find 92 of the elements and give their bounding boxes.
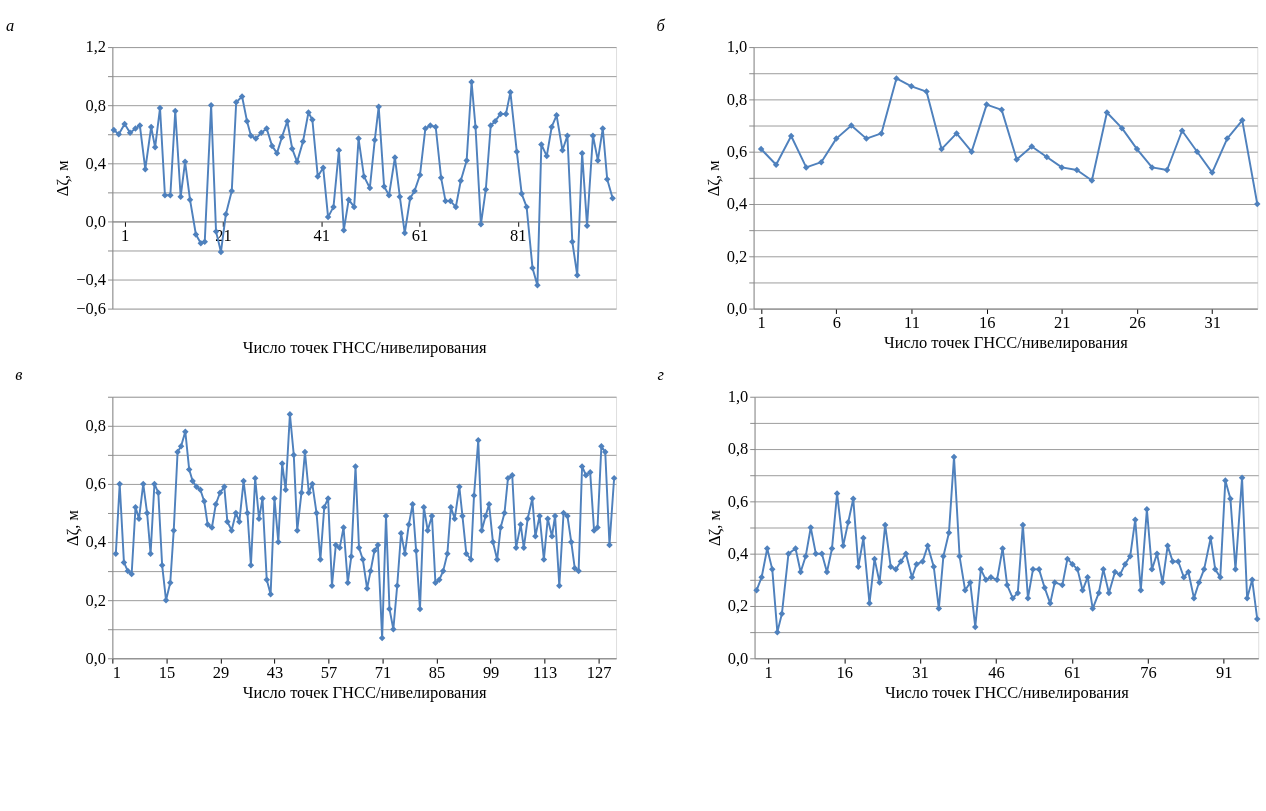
y-tick-label: 0,4: [727, 544, 749, 564]
point: [1118, 124, 1126, 132]
x-tick-label: 1: [121, 226, 130, 246]
y-tick-label: 0,0: [85, 211, 107, 231]
point: [772, 161, 780, 169]
x-tick-label: 1: [764, 663, 773, 683]
point: [1133, 145, 1141, 153]
x-tick-label: 26: [1129, 313, 1146, 333]
y-tick-label: 0,2: [85, 590, 107, 610]
y-tick-label: 0,0: [727, 648, 749, 668]
point: [802, 164, 810, 171]
point: [1163, 166, 1171, 174]
x-tick-label: 99: [482, 663, 500, 683]
x-tick-label: 91: [1216, 663, 1233, 683]
x-tick-label: 21: [1054, 313, 1071, 333]
x-tick-label: 29: [212, 663, 230, 683]
y-tick-label: −0,4: [76, 269, 107, 289]
point: [1043, 153, 1051, 161]
point: [1208, 169, 1216, 176]
x-tick-label: 43: [266, 663, 284, 683]
x-tick-label: 46: [988, 663, 1005, 683]
point: [953, 130, 960, 137]
y-tick-label: 0,8: [85, 95, 107, 115]
chart-title: в: [15, 365, 23, 385]
y-axis-title: Δζ, м: [62, 509, 82, 547]
x-tick-label: 85: [428, 663, 446, 683]
x-tick-label: 127: [586, 663, 612, 683]
x-axis-title: Число точек ГНСС/нивелирования: [242, 337, 488, 357]
y-tick-label: 0,4: [85, 532, 107, 552]
x-tick-label: 15: [158, 663, 176, 683]
y-tick-label: −0,6: [76, 298, 107, 318]
point: [1223, 135, 1231, 142]
x-tick-label: 76: [1140, 663, 1157, 683]
x-axis-title: Число точек ГНСС/нивелирования: [884, 332, 1129, 352]
x-tick-label: 1: [757, 313, 766, 333]
y-tick-label: 0,8: [726, 89, 748, 109]
point: [1178, 127, 1186, 135]
y-tick-label: 0,8: [85, 416, 107, 436]
x-tick-label: 41: [313, 226, 330, 246]
y-tick-label: 1,2: [85, 37, 107, 57]
x-tick-label: 61: [411, 226, 429, 246]
x-tick-label: 61: [1064, 663, 1081, 683]
point: [968, 148, 975, 155]
y-axis-title: Δζ, м: [703, 159, 723, 197]
y-axis-title: Δζ, м: [704, 509, 724, 547]
x-tick-label: 6: [832, 313, 841, 333]
y-tick-label: 0,6: [85, 474, 107, 494]
x-tick-label: 113: [533, 663, 558, 683]
x-axis-title: Число точек ГНСС/нивелирования: [884, 682, 1130, 702]
y-tick-label: 0,4: [85, 153, 107, 173]
y-tick-label: 0,2: [726, 246, 748, 266]
point: [908, 83, 915, 90]
point: [923, 88, 930, 95]
point: [833, 135, 840, 142]
y-tick-label: 0,8: [727, 439, 749, 459]
point: [1193, 148, 1201, 155]
x-tick-label: 16: [978, 313, 996, 333]
x-tick-label: 31: [1204, 313, 1221, 333]
y-tick-label: 1,0: [727, 387, 749, 407]
point: [1073, 166, 1081, 174]
point: [848, 122, 855, 129]
point: [863, 135, 870, 142]
point: [757, 145, 765, 153]
point: [787, 132, 795, 140]
x-tick-label: 71: [374, 663, 392, 683]
y-tick-label: 0,2: [727, 596, 749, 616]
chart-title: г: [657, 365, 665, 385]
chart-title: а: [5, 15, 15, 35]
x-tick-label: 31: [912, 663, 929, 683]
x-tick-label: 16: [836, 663, 853, 683]
point: [1058, 164, 1066, 171]
point: [1013, 156, 1020, 163]
x-tick-label: 1: [112, 663, 122, 683]
y-tick-label: 0,6: [726, 142, 748, 162]
point: [893, 75, 900, 82]
point: [1239, 117, 1246, 124]
y-axis-title: Δζ, м: [53, 159, 73, 197]
x-axis-title: Число точек ГНСС/нивелирования: [242, 682, 488, 702]
y-tick-label: 0,6: [727, 491, 749, 511]
point: [983, 101, 990, 108]
x-tick-label: 57: [320, 663, 338, 683]
y-tick-label: 0,0: [726, 298, 748, 318]
point: [878, 130, 885, 137]
chart-title: б: [656, 15, 666, 35]
y-tick-label: 0,0: [85, 648, 107, 668]
y-tick-label: 0,4: [726, 194, 748, 214]
point: [1028, 143, 1035, 150]
point: [818, 158, 825, 166]
y-tick-label: 1,0: [726, 37, 748, 57]
x-tick-label: 11: [904, 313, 920, 333]
point: [998, 106, 1005, 114]
x-tick-label: 81: [510, 226, 527, 246]
